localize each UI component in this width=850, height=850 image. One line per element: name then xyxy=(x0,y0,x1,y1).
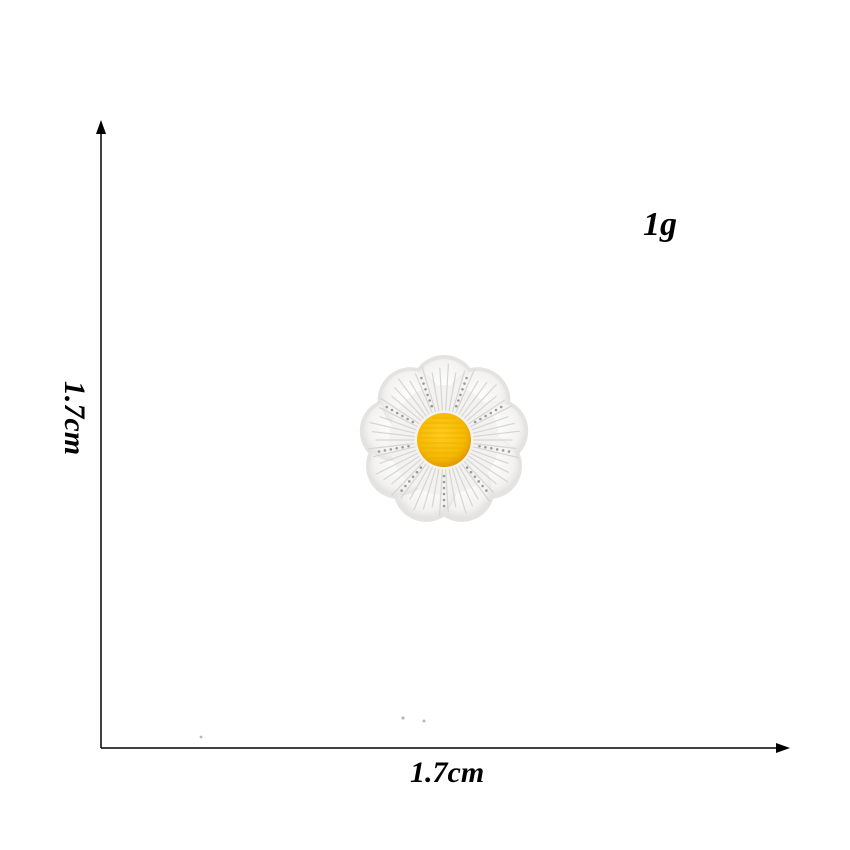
daisy-patch xyxy=(359,355,529,522)
width-axis-arrowhead xyxy=(776,743,790,753)
weight-label: 1g xyxy=(643,206,677,243)
width-label: 1.7cm xyxy=(410,756,485,789)
width-axis xyxy=(101,743,790,753)
center-stitches xyxy=(419,417,469,459)
petal-stitches xyxy=(367,363,521,517)
height-label: 1.7cm xyxy=(58,380,91,456)
petal-seams xyxy=(377,376,511,508)
dust-specks xyxy=(199,716,426,739)
daisy-center xyxy=(417,413,471,467)
height-axis xyxy=(96,120,106,748)
height-axis-arrowhead xyxy=(96,120,106,134)
